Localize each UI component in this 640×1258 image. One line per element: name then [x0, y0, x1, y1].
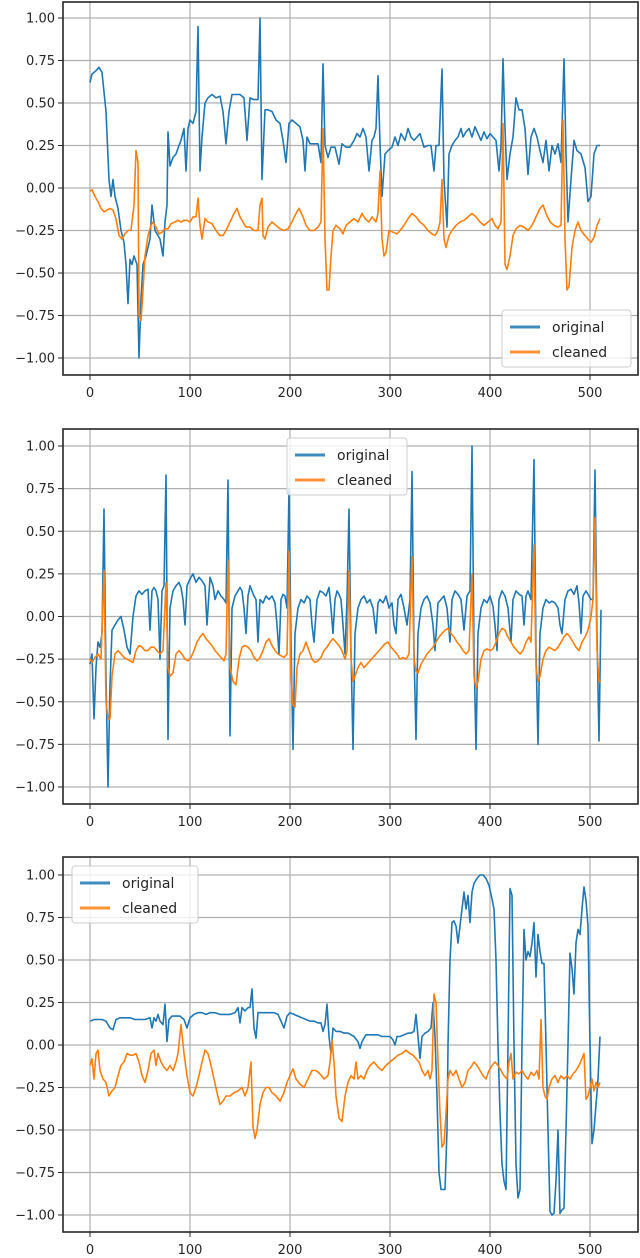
x-tick-label: 400 — [478, 386, 503, 401]
series-group — [89, 17, 601, 359]
series-line-cleaned — [89, 119, 601, 322]
legend: original cleaned — [71, 865, 199, 924]
y-tick-label: 1.00 — [26, 440, 55, 455]
plot-middle: 1.00 0.75 0.50 0.25 0.00 −0.25 −0.50 −0.75 −1.00… — [15, 428, 639, 830]
y-tick-label: −0.75 — [15, 1166, 55, 1181]
y-tick-label: 0.00 — [26, 1039, 55, 1054]
legend-label-cleaned: cleaned — [552, 345, 607, 361]
y-tick-label: −0.50 — [15, 695, 55, 710]
y-tick-label: 0.50 — [26, 97, 55, 112]
legend-label-cleaned: cleaned — [337, 473, 392, 489]
plot-bottom: 1.00 0.75 0.50 0.25 0.00 −0.25 −0.50 −0.75 −1.00… — [15, 856, 639, 1258]
y-tick-label: −1.00 — [15, 781, 55, 796]
y-tick-label: −0.50 — [15, 1124, 55, 1139]
y-tick-label: 0.75 — [26, 482, 55, 497]
x-tick-label: 100 — [178, 815, 203, 830]
legend-label-cleaned: cleaned — [122, 901, 177, 917]
x-tick-label: 500 — [578, 1243, 603, 1258]
x-tick-label: 400 — [478, 1243, 503, 1258]
y-tick-label: −1.00 — [15, 1209, 55, 1224]
y-tick-label: 0.00 — [26, 182, 55, 197]
y-tick-label: 0.25 — [26, 567, 55, 582]
y-tick-label: −0.75 — [15, 738, 55, 753]
series-line-original — [89, 17, 600, 359]
x-tick-label: 200 — [278, 815, 303, 830]
series-group — [89, 445, 602, 788]
x-tick-label: 500 — [578, 386, 603, 401]
series-line-original — [89, 874, 601, 1216]
legend: original cleaned — [501, 309, 632, 368]
series-group — [89, 874, 601, 1216]
y-tick-label: 0.25 — [26, 996, 55, 1011]
y-tick-label: 0.75 — [26, 54, 55, 69]
legend-label-original: original — [337, 448, 389, 464]
plot-top: 1.00 0.75 0.50 0.25 0.00 −0.25 −0.50 −0.75 −1.00… — [15, 1, 639, 401]
x-tick-label: 100 — [178, 386, 203, 401]
y-tick-label: 0.50 — [26, 525, 55, 540]
y-tick-label: −0.50 — [15, 267, 55, 282]
y-tick-label: 0.25 — [26, 139, 55, 154]
y-tick-label: −0.75 — [15, 309, 55, 324]
y-tick-label: 0.00 — [26, 610, 55, 625]
y-tick-label: −1.00 — [15, 352, 55, 367]
series-line-cleaned — [89, 993, 601, 1148]
x-tick-label: 0 — [86, 815, 94, 830]
y-tick-label: 0.50 — [26, 954, 55, 969]
x-tick-label: 200 — [278, 1243, 303, 1258]
x-tick-label: 0 — [86, 1243, 94, 1258]
series-line-cleaned — [89, 516, 601, 720]
y-tick-label: 1.00 — [26, 869, 55, 884]
x-tick-label: 200 — [278, 386, 303, 401]
x-tick-label: 300 — [378, 1243, 403, 1258]
x-tick-label: 300 — [378, 815, 403, 830]
x-tick-label: 400 — [478, 815, 503, 830]
y-tick-label: 0.75 — [26, 911, 55, 926]
y-tick-label: 1.00 — [26, 12, 55, 27]
legend-label-original: original — [552, 320, 604, 336]
x-tick-label: 100 — [178, 1243, 203, 1258]
y-tick-label: −0.25 — [15, 1081, 55, 1096]
y-tick-label: −0.25 — [15, 224, 55, 239]
x-tick-label: 0 — [86, 386, 94, 401]
legend-label-original: original — [122, 876, 174, 892]
series-line-original — [89, 445, 602, 788]
x-tick-label: 500 — [578, 815, 603, 830]
y-tick-label: −0.25 — [15, 653, 55, 668]
legend: original cleaned — [286, 437, 408, 496]
x-tick-label: 300 — [378, 386, 403, 401]
